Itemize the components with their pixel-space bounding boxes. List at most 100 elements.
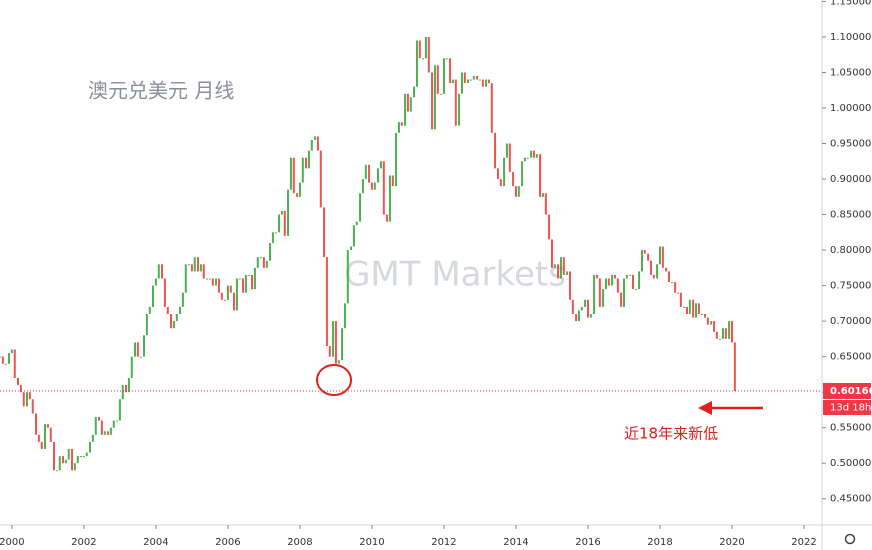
y-tick-label: 1.15000: [830, 0, 871, 7]
candle-body: [598, 278, 601, 307]
candle-body: [226, 285, 229, 300]
candle-body: [652, 274, 655, 279]
candle-body: [640, 250, 643, 272]
candle-body: [458, 93, 461, 126]
countdown-box: [823, 399, 871, 415]
candle-body: [229, 285, 232, 293]
candle-body: [557, 264, 560, 279]
candle-body: [247, 274, 250, 276]
candle-body: [341, 328, 344, 361]
candle-body: [242, 278, 245, 293]
candle-body: [685, 306, 688, 315]
candle-body: [370, 182, 373, 190]
candle-body: [319, 150, 322, 208]
candle-body: [368, 164, 371, 183]
candle-body: [485, 79, 488, 87]
candle-body: [589, 314, 592, 318]
candle-body: [424, 36, 427, 59]
candle-body: [19, 385, 22, 393]
candle-body: [91, 434, 94, 442]
chart-title: 澳元兑美元 月线: [88, 79, 234, 103]
candle-body: [343, 303, 346, 329]
candle-body: [413, 86, 416, 98]
candle-body: [71, 448, 74, 471]
candle-body: [559, 257, 562, 279]
candle-body: [656, 264, 659, 279]
candle-body: [262, 257, 265, 268]
candle-body: [422, 58, 425, 60]
candle-body: [539, 154, 542, 197]
candle-body: [179, 306, 182, 315]
x-tick-label: 2002: [71, 537, 96, 548]
candle-body: [512, 171, 515, 187]
candle-body: [620, 292, 623, 307]
candle-body: [508, 143, 511, 172]
highlight-circle: [316, 364, 352, 396]
candle-body: [526, 157, 529, 159]
candle-body: [337, 360, 340, 364]
candle-body: [49, 427, 52, 442]
candle-body: [163, 278, 166, 307]
candle-body: [58, 456, 61, 471]
candle-body: [427, 36, 430, 73]
candle-body: [503, 157, 506, 187]
candle-body: [517, 186, 520, 197]
candle-body: [67, 448, 70, 460]
candle-body: [35, 413, 38, 435]
candle-body: [692, 299, 695, 318]
x-tick-label: 2010: [359, 537, 384, 548]
candle-body: [580, 306, 583, 311]
candle-body: [625, 274, 628, 279]
candle-body: [418, 40, 421, 59]
candle-body: [206, 278, 209, 280]
candle-body: [388, 175, 391, 222]
candle-body: [28, 392, 31, 400]
candle-body: [679, 292, 682, 307]
candle-body: [256, 257, 259, 268]
candle-body: [332, 321, 335, 357]
candle-body: [472, 76, 475, 80]
gear[interactable]: [844, 533, 856, 545]
candle-body: [550, 239, 553, 268]
candle-body: [566, 271, 569, 275]
candle-body: [467, 79, 470, 84]
annotation: 近18年来新低: [624, 425, 718, 443]
candle-body: [577, 310, 580, 322]
candle-body: [22, 392, 25, 407]
candle-body: [125, 385, 128, 393]
candle-body: [350, 246, 353, 251]
candle-body: [595, 274, 598, 279]
candle-body: [289, 157, 292, 190]
candle-body: [269, 242, 272, 261]
candle-body: [139, 356, 142, 358]
candle-body: [220, 292, 223, 300]
candle-body: [217, 278, 220, 293]
candle-body: [224, 299, 227, 301]
candle-body: [202, 264, 205, 279]
y-tick-label: 1.05000: [830, 67, 871, 78]
candle-body: [460, 72, 463, 94]
candle-body: [328, 345, 331, 357]
candle-body: [143, 335, 146, 357]
candle-body: [334, 321, 337, 364]
candle-body: [283, 210, 286, 236]
candle-body: [352, 225, 355, 247]
candle-body: [397, 122, 400, 133]
candle-body: [730, 321, 733, 343]
candle-body: [404, 93, 407, 126]
candle-body: [148, 306, 151, 315]
settings-icon[interactable]: [844, 533, 856, 545]
candle-body: [431, 72, 434, 130]
candle-body: [184, 264, 187, 293]
candle-body: [683, 306, 686, 308]
x-tick-label: 2000: [0, 537, 25, 548]
candle-body: [310, 139, 313, 151]
candle-body: [532, 150, 535, 158]
candle-body: [379, 161, 382, 169]
candle-body: [278, 214, 281, 233]
candle-body: [541, 193, 544, 197]
candle-body: [100, 420, 103, 435]
candle-body: [391, 175, 394, 187]
candle-body: [211, 278, 214, 286]
candle-body: [535, 154, 538, 158]
